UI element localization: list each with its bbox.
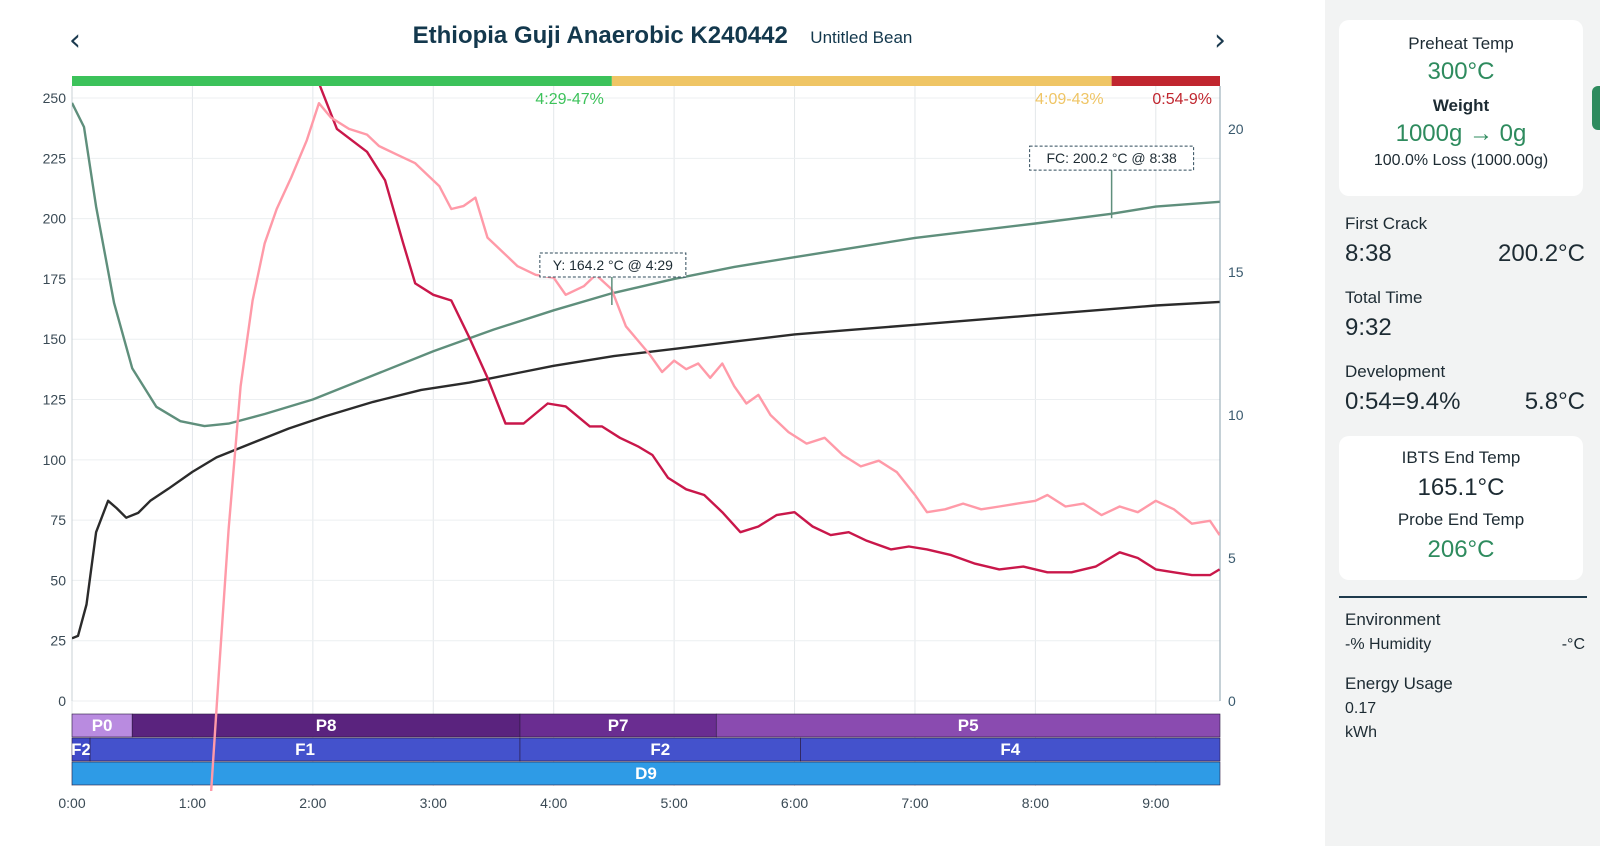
- y-tick-label: 175: [43, 271, 67, 287]
- power-segment-label: P0: [92, 716, 113, 735]
- phase-segment: [1111, 76, 1220, 86]
- series-group: [72, 86, 1220, 791]
- development-delta: 5.8°C: [1524, 388, 1585, 415]
- energy-block: Energy Usage 0.17 kWh: [1345, 674, 1585, 742]
- sidebar-handle[interactable]: [1592, 86, 1600, 130]
- energy-value: 0.17: [1345, 700, 1377, 717]
- y2-tick-label: 20: [1228, 121, 1244, 137]
- y2-tick-label: 0: [1228, 693, 1236, 709]
- environment-row: -% Humidity -°C: [1345, 636, 1585, 654]
- power-segment-label: P8: [316, 716, 337, 735]
- environment-block: Environment -% Humidity -°C: [1345, 610, 1585, 654]
- preheat-weight-card: Preheat Temp 300°C Weight 1000g → 0g 100…: [1339, 20, 1583, 196]
- development-label: Development: [1345, 362, 1446, 381]
- energy-unit: kWh: [1345, 724, 1377, 741]
- chevron-left-icon[interactable]: ‹: [69, 22, 81, 58]
- series-line-3: [209, 102, 1220, 791]
- y-tick-label: 50: [50, 572, 66, 588]
- weight-label: Weight: [1432, 96, 1490, 115]
- series-line-2: [318, 86, 1220, 577]
- power-segment-label: P7: [608, 716, 629, 735]
- roast-header: ‹ Ethiopia Guji Anaerobic K240442 Untitl…: [0, 18, 1325, 62]
- environment-label: Environment: [1345, 610, 1441, 629]
- y-tick-label: 125: [43, 392, 67, 408]
- power-segment: [715, 713, 1221, 738]
- y-tick-label: 225: [43, 150, 67, 166]
- annotation-box: [539, 252, 687, 278]
- first-crack-row: 8:38 200.2°C: [1345, 240, 1585, 268]
- annotation-label: Y: 164.2 °C @ 4:29: [553, 257, 673, 273]
- development-block: Development 0:54=9.4% 5.8°C: [1345, 362, 1585, 416]
- y-tick-label: 150: [43, 331, 67, 347]
- y2-tick-label: 10: [1228, 407, 1244, 423]
- y-tick-label: 75: [50, 512, 66, 528]
- phase-segment: [72, 76, 612, 86]
- total-time-value: 9:32: [1345, 314, 1392, 341]
- y-tick-label: 0: [58, 693, 66, 709]
- fan-segment-label: F2: [650, 740, 670, 759]
- energy-label: Energy Usage: [1345, 674, 1453, 693]
- drum-segment: [71, 761, 1221, 786]
- phase-label: 4:09-43%: [1035, 91, 1104, 108]
- first-crack-time: 8:38: [1345, 240, 1392, 267]
- probe-label: Probe End Temp: [1397, 510, 1525, 529]
- y-tick-label: 25: [50, 633, 66, 649]
- sidebar: Preheat Temp 300°C Weight 1000g → 0g 100…: [1325, 0, 1600, 846]
- fan-segment-label: F4: [1000, 740, 1020, 759]
- chevron-right-icon[interactable]: ›: [1214, 22, 1226, 58]
- env-temp-value: -°C: [1561, 636, 1585, 653]
- ibts-label: IBTS End Temp: [1401, 448, 1521, 467]
- first-crack-block: First Crack 8:38 200.2°C: [1345, 214, 1585, 268]
- first-crack-temp: 200.2°C: [1498, 240, 1585, 267]
- fan-segment: [800, 737, 1221, 762]
- y-tick-label: 100: [43, 452, 67, 468]
- x-tick-label: 2:00: [299, 795, 326, 811]
- x-tick-label: 8:00: [1022, 795, 1049, 811]
- x-tick-label: 7:00: [901, 795, 928, 811]
- fan-segment-label: F2: [71, 740, 91, 759]
- series-line-0: [72, 102, 1220, 428]
- roast-title: Ethiopia Guji Anaerobic K240442: [412, 22, 788, 49]
- y2-tick-label: 5: [1228, 550, 1236, 566]
- development-row: 0:54=9.4% 5.8°C: [1345, 388, 1585, 416]
- humidity-value: -% Humidity: [1345, 636, 1432, 653]
- drum-segment-label: D9: [635, 764, 657, 783]
- phase-segment: [611, 76, 1112, 86]
- weight-loss: 100.0% Loss (1000.00g): [1373, 152, 1549, 169]
- total-time-block: Total Time 9:32: [1345, 288, 1585, 342]
- total-time-label: Total Time: [1345, 288, 1423, 307]
- title-wrap: Ethiopia Guji Anaerobic K240442 Untitled…: [0, 22, 1325, 50]
- x-tick-label: 1:00: [179, 795, 206, 811]
- annotation-label: FC: 200.2 °C @ 8:38: [1046, 150, 1177, 166]
- annotation-box: [1029, 145, 1195, 171]
- power-segment-label: P5: [958, 716, 979, 735]
- y-tick-label: 200: [43, 211, 67, 227]
- ibts-value: 165.1°C: [1417, 474, 1505, 501]
- x-tick-label: 6:00: [781, 795, 808, 811]
- fan-segment-label: F1: [295, 740, 315, 759]
- bean-subtitle: Untitled Bean: [810, 28, 913, 47]
- preheat-label: Preheat Temp: [1408, 34, 1514, 53]
- first-crack-label: First Crack: [1345, 214, 1428, 233]
- series-line-1: [72, 300, 1220, 640]
- development-ratio: 0:54=9.4%: [1345, 388, 1461, 415]
- x-tick-label: 4:00: [540, 795, 567, 811]
- sidebar-divider: [1339, 596, 1587, 598]
- weight-value: 1000g → 0g: [1395, 120, 1527, 147]
- end-temp-card: IBTS End Temp 165.1°C Probe End Temp 206…: [1339, 436, 1583, 580]
- total-time-row: 9:32: [1345, 314, 1585, 342]
- y-tick-label: 250: [43, 90, 67, 106]
- chart-area: ‹ Ethiopia Guji Anaerobic K240442 Untitl…: [0, 0, 1325, 846]
- x-tick-label: 0:00: [58, 795, 85, 811]
- preheat-value: 300°C: [1427, 58, 1495, 85]
- y2-tick-label: 15: [1228, 264, 1244, 280]
- roast-chart[interactable]: 0:00 1:00 2:00 3:00 4:00 5:00 6:00 7:00 8:00 9:00…: [0, 0, 1325, 846]
- phase-label: 4:29-47%: [535, 91, 604, 108]
- x-tick-label: 3:00: [420, 795, 447, 811]
- phase-label: 0:54-9%: [1152, 91, 1212, 108]
- probe-value: 206°C: [1427, 536, 1495, 563]
- x-tick-label: 9:00: [1142, 795, 1169, 811]
- x-tick-label: 5:00: [660, 795, 687, 811]
